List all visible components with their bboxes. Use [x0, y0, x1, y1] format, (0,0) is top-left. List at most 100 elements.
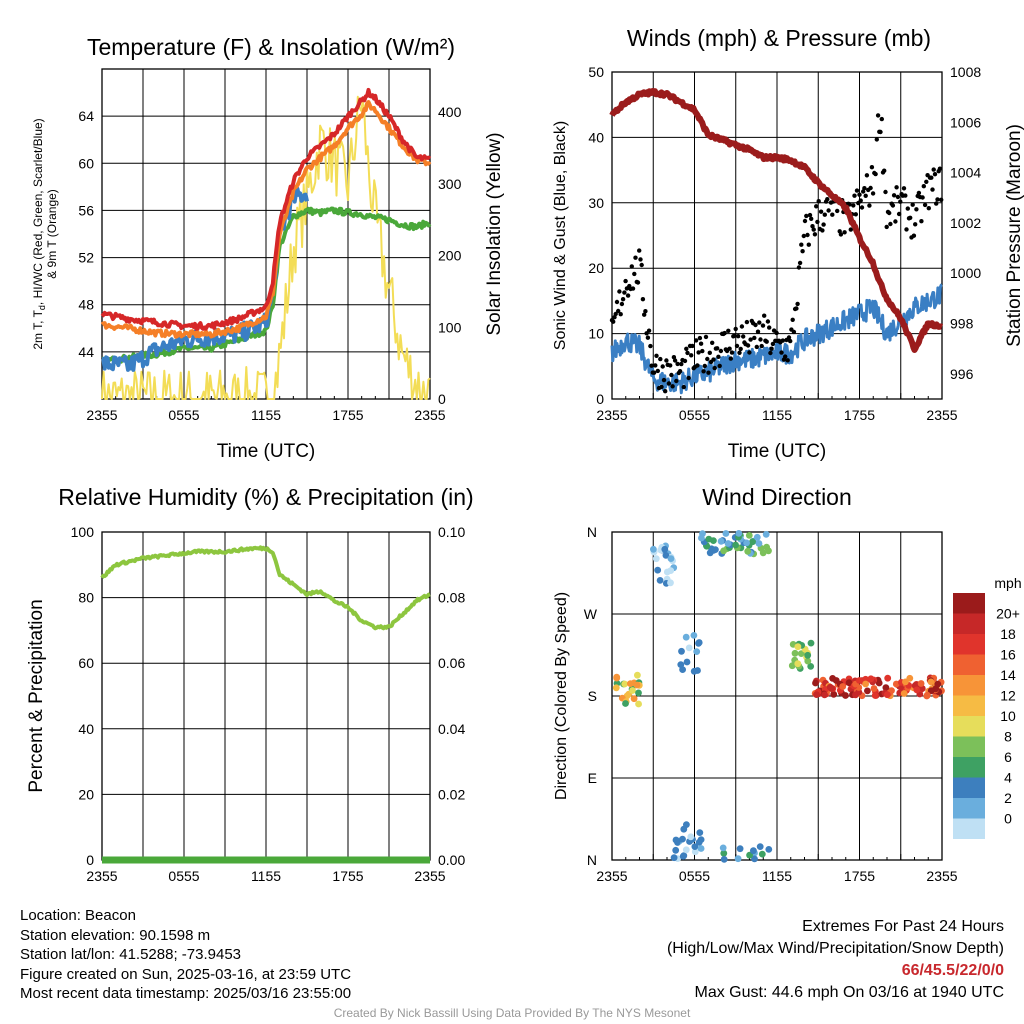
- direction-point: [902, 678, 909, 686]
- series-insolation: [101, 95, 431, 400]
- recent-timestamp: Most recent data timestamp: 2025/03/16 2…: [20, 985, 352, 1003]
- y-axis-label: Direction (Colored By Speed): [553, 592, 570, 800]
- direction-point: [720, 547, 728, 555]
- direction-point: [927, 678, 935, 686]
- gust-point: [807, 212, 813, 218]
- direction-point: [755, 540, 763, 547]
- gust-point: [677, 369, 683, 374]
- gust-point: [848, 227, 853, 232]
- gust-point: [901, 186, 907, 191]
- direction-point: [732, 541, 739, 549]
- gust-point: [618, 312, 623, 317]
- direction-point: [871, 692, 879, 699]
- colorbar-label: 8: [1004, 729, 1012, 745]
- direction-point: [672, 846, 680, 854]
- colorbar-swatch: [953, 593, 985, 614]
- y-tick-label: 30: [588, 195, 604, 211]
- gust-point: [727, 346, 732, 351]
- gust-point: [867, 203, 872, 208]
- gust-point: [663, 389, 668, 394]
- gust-point: [661, 377, 667, 383]
- gust-point: [904, 227, 909, 232]
- gust-point: [888, 221, 893, 227]
- direction-point: [693, 648, 701, 655]
- gust-point: [765, 319, 771, 324]
- gust-point: [895, 194, 901, 200]
- gust-point: [707, 350, 712, 355]
- gust-point: [874, 137, 879, 142]
- gust-point: [639, 262, 644, 268]
- gust-point: [747, 350, 752, 355]
- gust-point: [619, 301, 625, 307]
- gust-point: [666, 381, 672, 386]
- gust-point: [890, 203, 896, 208]
- gust-point: [745, 343, 751, 348]
- direction-point: [691, 848, 699, 856]
- series-2m-t: [100, 87, 432, 331]
- direction-point: [753, 533, 761, 541]
- colorbar-label: 6: [1004, 749, 1012, 765]
- direction-point: [720, 856, 728, 863]
- gust-point: [649, 363, 654, 368]
- direction-point: [679, 835, 686, 843]
- gust-point: [770, 341, 776, 347]
- gust-point: [825, 197, 830, 202]
- max-gust: Max Gust: 44.6 mph On 03/16 at 1940 UTC: [694, 984, 1005, 1001]
- gust-point: [642, 312, 647, 317]
- gust-point: [717, 363, 722, 369]
- gust-point: [623, 278, 628, 284]
- direction-point: [751, 855, 758, 863]
- gust-point: [864, 173, 870, 178]
- direction-point: [682, 846, 690, 854]
- y-axis-label: Sonic Wind & Gust (Blue, Black): [552, 121, 569, 350]
- direction-point: [765, 846, 773, 853]
- y2-tick-label: 300: [438, 176, 462, 192]
- gust-point: [879, 116, 884, 122]
- direction-point: [807, 639, 815, 647]
- y-tick-label: 60: [78, 655, 94, 671]
- colorbar-swatch: [953, 634, 985, 655]
- gust-point: [728, 356, 733, 361]
- gust-point: [733, 326, 738, 332]
- gust-point: [702, 363, 707, 369]
- direction-point: [661, 545, 669, 553]
- direction-point: [797, 650, 805, 657]
- direction-point: [667, 555, 675, 562]
- gust-point: [640, 297, 646, 302]
- colorbar-label: 14: [1000, 667, 1016, 683]
- gust-point: [920, 195, 925, 200]
- gust-point: [858, 198, 863, 203]
- y-tick-label: 100: [71, 524, 95, 540]
- gust-point: [800, 249, 805, 254]
- y-tick-label: 20: [588, 260, 604, 276]
- gust-point: [744, 319, 750, 325]
- y-axis-label: Percent & Precipitation: [26, 599, 47, 792]
- gust-point: [822, 212, 827, 217]
- direction-point: [622, 700, 629, 707]
- gust-point: [894, 185, 899, 190]
- gust-point: [802, 218, 808, 224]
- direction-point: [697, 845, 705, 852]
- gust-point: [729, 350, 735, 355]
- direction-point: [677, 661, 685, 668]
- direction-point: [683, 658, 691, 666]
- gust-point: [911, 233, 917, 238]
- direction-point: [695, 838, 703, 846]
- y-tick-label: E: [588, 770, 597, 786]
- gust-point: [715, 346, 720, 351]
- direction-point: [724, 540, 732, 547]
- y2-tick-label: 0: [438, 391, 446, 407]
- gust-point: [716, 354, 721, 359]
- y2-tick-label: 0.00: [438, 852, 465, 868]
- gust-point: [926, 206, 931, 211]
- extremes-panel: Extremes For Past 24 Hours (High/Low/Max…: [667, 916, 1004, 1004]
- gust-point: [821, 222, 826, 227]
- station-location: Location: Beacon: [20, 907, 136, 924]
- gust-point: [896, 211, 902, 217]
- gust-point: [799, 242, 804, 247]
- gust-point: [854, 188, 860, 193]
- gust-point: [630, 286, 636, 291]
- direction-point: [862, 680, 869, 688]
- gust-point: [701, 369, 706, 374]
- gust-point: [786, 335, 792, 340]
